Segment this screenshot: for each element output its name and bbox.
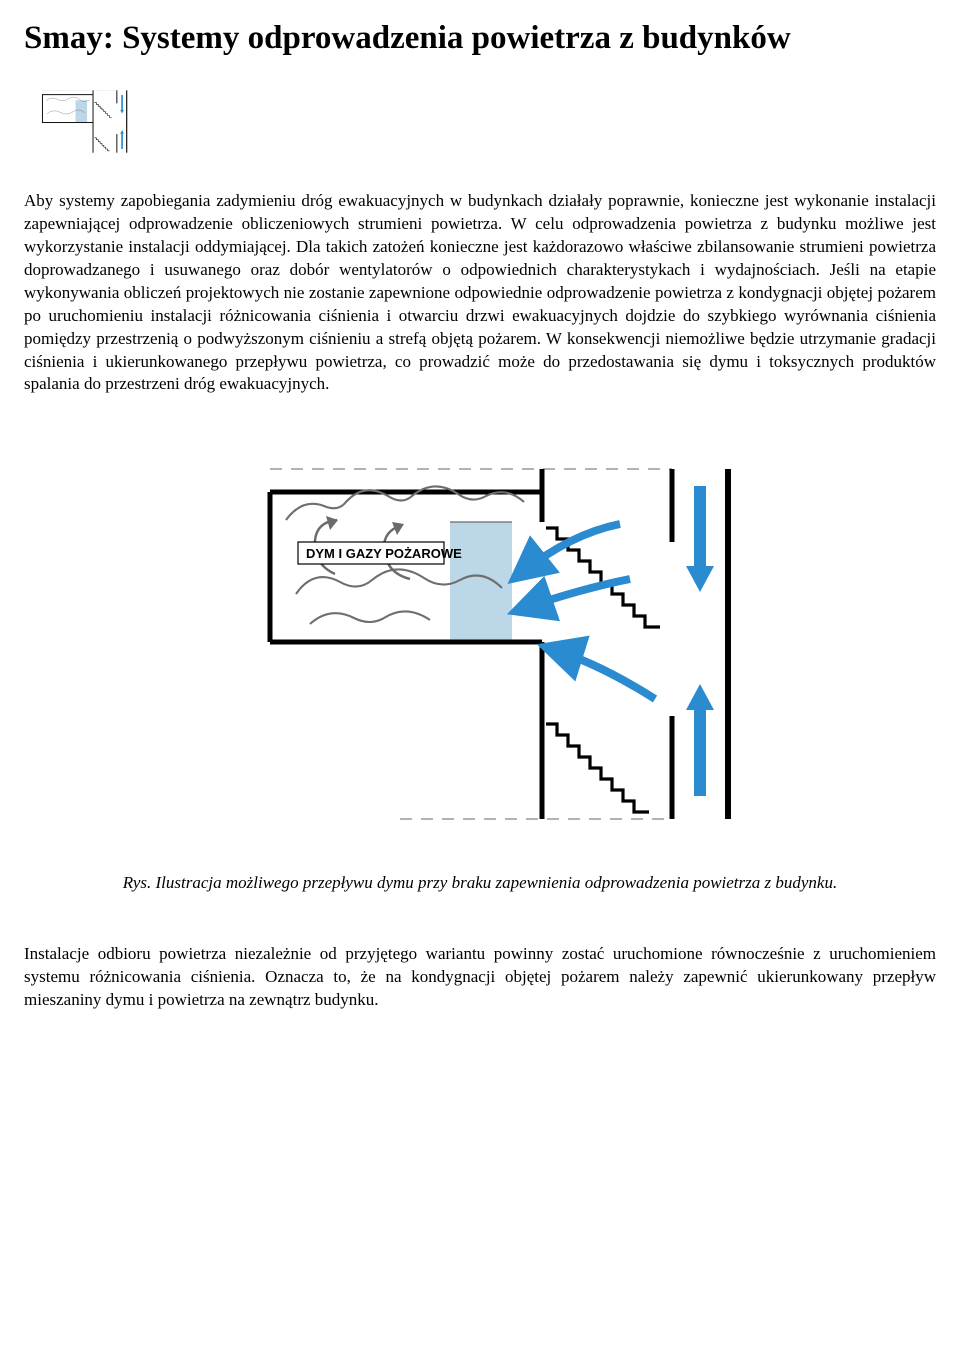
stairs-lower	[546, 724, 649, 812]
smoke-label-text: DYM I GAZY POŻAROWE	[306, 546, 462, 561]
main-diagram: DYM I GAZY POŻAROWE	[200, 424, 760, 854]
smoke-outline-3	[310, 612, 430, 625]
shaft-arrow-up-head	[686, 684, 714, 710]
thumbnail-diagram	[24, 82, 139, 162]
door-opening-shade	[450, 522, 512, 642]
thumbnail-svg	[24, 82, 139, 162]
main-diagram-container: DYM I GAZY POŻAROWE	[24, 424, 936, 854]
shaft-arrow-down-head	[686, 566, 714, 592]
paragraph-2: Instalacje odbioru powietrza niezależnie…	[24, 943, 936, 1012]
diagram-svg: DYM I GAZY POŻAROWE	[200, 424, 760, 854]
article-title: Smay: Systemy odprowadzenia powietrza z …	[24, 20, 936, 58]
figure-caption: Rys. Ilustracja możliwego przepływu dymu…	[24, 872, 936, 895]
paragraph-1: Aby systemy zapobiegania zadymieniu dróg…	[24, 190, 936, 396]
flow-arrow-lower	[552, 649, 655, 699]
